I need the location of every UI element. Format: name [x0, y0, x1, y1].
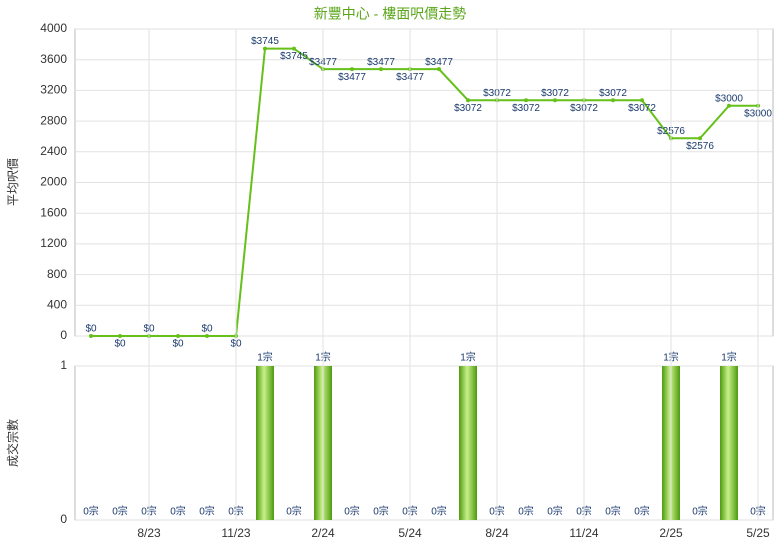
value-label: 0宗 — [344, 505, 360, 518]
value-label: $2576 — [686, 141, 714, 152]
value-label: 0宗 — [634, 505, 650, 518]
x-tick-label: 2/24 — [311, 526, 335, 540]
bar — [720, 366, 738, 520]
value-label: $0 — [201, 324, 213, 335]
y-tick-label: 800 — [47, 267, 67, 281]
point — [727, 103, 731, 108]
value-label: $3072 — [454, 103, 482, 114]
value-label: 1宗 — [257, 351, 273, 364]
point — [118, 334, 122, 338]
value-label: 1宗 — [460, 351, 476, 364]
point — [437, 67, 441, 72]
value-label: 1宗 — [721, 351, 737, 364]
value-label: 0宗 — [199, 505, 215, 518]
value-label: 0宗 — [692, 505, 708, 518]
value-label: 0宗 — [605, 505, 621, 518]
value-label: 0宗 — [547, 505, 563, 518]
y-axis-title: 成交宗數 — [5, 419, 20, 467]
point — [176, 334, 180, 338]
value-label: $3477 — [338, 72, 366, 83]
y-tick-label: 400 — [47, 297, 67, 311]
value-label: 0宗 — [518, 505, 534, 518]
value-label: 0宗 — [170, 505, 186, 518]
value-label: 0宗 — [112, 505, 128, 518]
value-label: $0 — [114, 339, 126, 350]
y-tick-label: 2400 — [40, 144, 67, 158]
y-tick-label: 3200 — [40, 83, 67, 97]
point — [263, 46, 267, 51]
point — [350, 67, 354, 72]
value-label: $0 — [85, 324, 97, 335]
point — [698, 136, 702, 141]
y-tick-label: 4000 — [40, 21, 67, 35]
point — [466, 98, 470, 103]
value-label: $3477 — [425, 57, 453, 68]
x-tick-label: 8/24 — [485, 526, 509, 540]
x-tick-label: 5/25 — [746, 526, 770, 540]
y-tick-label: 1600 — [40, 205, 67, 219]
value-label: $3072 — [599, 88, 627, 99]
value-label: $3477 — [367, 57, 395, 68]
point — [640, 98, 644, 103]
y-tick-label: 3600 — [40, 52, 67, 66]
point — [524, 98, 528, 103]
point — [553, 98, 557, 103]
y-tick-label: 2800 — [40, 113, 67, 127]
point — [205, 334, 209, 338]
point — [379, 67, 383, 72]
value-label: 0宗 — [431, 505, 447, 518]
y-axis-title: 平均呎價 — [6, 158, 20, 206]
value-label: $3000 — [715, 93, 743, 104]
value-label: $3072 — [628, 103, 656, 114]
x-tick-label: 11/23 — [221, 526, 250, 540]
value-label: 0宗 — [373, 505, 389, 518]
x-tick-label: 5/24 — [398, 526, 422, 540]
y-tick-label: 1200 — [40, 236, 67, 250]
y-tick-label: 0 — [60, 512, 67, 526]
y-tick-label: 1 — [60, 358, 67, 372]
value-label: 0宗 — [83, 505, 99, 518]
value-label: $3072 — [541, 88, 569, 99]
y-tick-label: 2000 — [40, 175, 67, 189]
value-label: $3745 — [280, 51, 308, 62]
point — [611, 98, 615, 103]
value-label: $3072 — [512, 103, 540, 114]
x-tick-label: 8/23 — [137, 526, 161, 540]
bar — [459, 366, 477, 520]
bar — [256, 366, 274, 520]
value-label: $3745 — [251, 36, 279, 47]
y-tick-label: 0 — [60, 328, 67, 342]
x-tick-label: 11/24 — [569, 526, 598, 540]
x-tick-label: 2/25 — [659, 526, 683, 540]
value-label: 0宗 — [286, 505, 302, 518]
point — [292, 46, 296, 51]
point — [89, 334, 93, 338]
chart-title: 新豐中心 - 樓面呎價走勢 — [314, 6, 466, 22]
price-line — [91, 47, 758, 337]
value-label: $0 — [172, 339, 184, 350]
